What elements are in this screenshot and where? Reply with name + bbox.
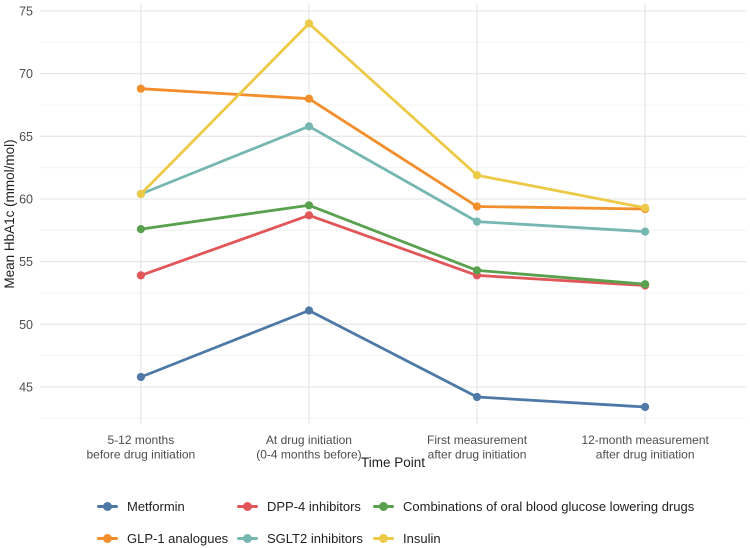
series-line-dpp-4-inhibitors <box>140 213 646 287</box>
data-point-insulin <box>304 19 314 28</box>
series-insulin <box>136 19 650 212</box>
data-point-combinations-of-oral-blood-glucose-lowering-drugs <box>641 280 650 289</box>
data-point-dpp-4-inhibitors <box>136 271 145 280</box>
y-tick-label: 45 <box>19 380 33 394</box>
data-point-glp-1-analogues <box>304 94 314 103</box>
y-tick-label: 65 <box>19 130 33 144</box>
data-point-metformin <box>641 402 650 412</box>
data-point-sglt2-inhibitors <box>304 122 314 131</box>
data-point-combinations-of-oral-blood-glucose-lowering-drugs <box>472 266 482 275</box>
y-tick-label: 75 <box>19 5 33 19</box>
data-point-dpp-4-inhibitors <box>304 211 314 220</box>
y-axis-title: Mean HbA1c (mmol/mol) <box>2 139 17 288</box>
data-point-combinations-of-oral-blood-glucose-lowering-drugs <box>136 225 145 234</box>
x-tick-label: First measurement after drug initiation <box>427 433 528 462</box>
data-point-glp-1-analogues <box>472 202 482 211</box>
data-point-combinations-of-oral-blood-glucose-lowering-drugs <box>304 201 314 210</box>
series-line-combinations-of-oral-blood-glucose-lowering-drugs <box>140 203 646 286</box>
series-line-metformin <box>140 309 646 409</box>
x-tick-label: At drug initiation (0-4 months before) <box>256 433 361 462</box>
y-tick-label: 55 <box>19 255 33 269</box>
series-metformin <box>136 306 650 412</box>
data-point-sglt2-inhibitors <box>472 217 482 226</box>
data-point-insulin <box>472 171 482 180</box>
series-combinations-of-oral-blood-glucose-lowering-drugs <box>136 201 650 289</box>
y-tick-label: 60 <box>19 192 33 206</box>
gridlines-major <box>40 4 746 424</box>
x-axis-title: Time Point <box>361 455 425 470</box>
data-point-metformin <box>472 392 482 402</box>
series-line-insulin <box>139 22 646 210</box>
y-tick-label: 50 <box>19 318 33 332</box>
series-group <box>136 19 650 412</box>
data-point-sglt2-inhibitors <box>641 227 650 236</box>
series-sglt2-inhibitors <box>136 122 650 236</box>
x-axis-tick-labels: 5-12 months before drug initiation At drug… <box>86 433 709 462</box>
y-tick-label: 70 <box>19 67 33 81</box>
gridlines-minor <box>40 41 746 419</box>
y-axis-tick-labels: 45 50 55 60 65 70 75 <box>19 5 33 395</box>
data-point-insulin <box>136 189 145 199</box>
data-point-insulin <box>641 203 650 212</box>
data-point-metformin <box>136 372 145 382</box>
x-tick-label: 5-12 months before drug initiation <box>86 433 195 462</box>
series-line-glp-1-analogues <box>140 87 646 211</box>
data-point-metformin <box>304 306 314 315</box>
series-line-sglt2-inhibitors <box>140 124 646 233</box>
x-tick-label: 12-month measurement after drug initiatio… <box>581 433 709 462</box>
data-point-glp-1-analogues <box>136 84 145 93</box>
